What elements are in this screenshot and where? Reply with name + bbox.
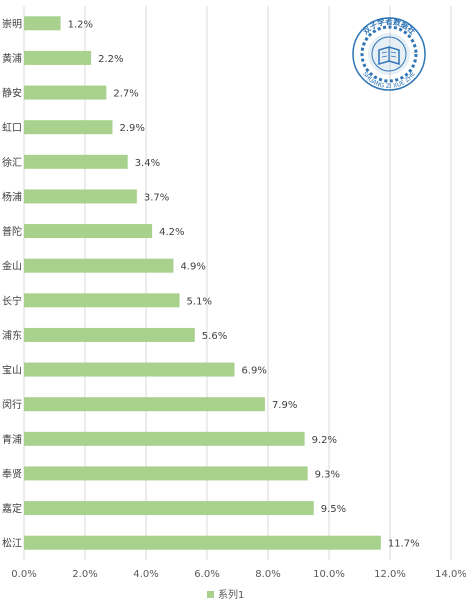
data-label: 5.1%: [187, 296, 212, 307]
data-label: 9.2%: [312, 435, 337, 446]
x-tick-label: 10.0%: [313, 569, 345, 580]
category-label: 杨浦: [2, 190, 22, 203]
legend-label: 系列1: [218, 588, 244, 601]
legend: 系列1: [207, 588, 244, 601]
legend-swatch: [207, 591, 214, 598]
data-label: 4.2%: [159, 227, 184, 238]
bar: [24, 16, 61, 31]
bar: [24, 501, 314, 516]
bar: [24, 50, 92, 65]
bar: [24, 431, 305, 446]
category-label: 闵行: [2, 398, 22, 411]
category-label: 奉贤: [2, 467, 22, 480]
bar: [24, 466, 308, 481]
bar: [24, 224, 153, 239]
bar: [24, 397, 265, 412]
data-label: 9.5%: [321, 504, 346, 515]
watermark-logo: 双子学者数据社 SHUANG ZI XUE ZHE: [352, 16, 426, 91]
data-label: 2.7%: [113, 89, 138, 100]
bar: [24, 327, 195, 342]
data-labels: 1.2% 2.2% 2.7% 2.9% 3.4% 3.7% 4.2% 4.9% 5.1% 5.6%…: [68, 19, 420, 549]
data-label: 3.4%: [135, 158, 160, 169]
category-label: 黄浦: [2, 52, 22, 65]
category-label: 青浦: [2, 433, 22, 446]
category-label: 静安: [2, 87, 22, 100]
bar: [24, 189, 137, 204]
bar: [24, 85, 107, 100]
x-tick-label: 14.0%: [435, 569, 466, 580]
x-tick-label: 6.0%: [194, 569, 219, 580]
x-tick-label: 2.0%: [72, 569, 97, 580]
category-label: 虹口: [2, 122, 22, 134]
bar: [24, 258, 174, 273]
bar: [24, 120, 113, 135]
category-label: 松江: [2, 537, 22, 550]
data-label: 9.3%: [315, 469, 340, 480]
data-label: 3.7%: [144, 192, 169, 203]
x-tick-label: 4.0%: [133, 569, 158, 580]
x-tick-label: 8.0%: [255, 569, 280, 580]
bar: [24, 362, 235, 377]
data-label: 2.2%: [98, 54, 123, 65]
x-axis-ticks: 0.0% 2.0% 4.0% 6.0% 8.0% 10.0% 12.0% 14.0%: [11, 569, 466, 580]
data-label: 5.6%: [202, 331, 227, 342]
data-label: 6.9%: [241, 366, 266, 377]
category-label: 长宁: [2, 294, 22, 307]
bar: [24, 154, 128, 169]
data-label: 4.9%: [180, 262, 205, 273]
category-label: 金山: [2, 260, 22, 273]
category-label: 浦东: [2, 329, 22, 342]
data-label: 1.2%: [68, 19, 93, 30]
category-label: 普陀: [2, 225, 22, 238]
bar: [24, 293, 180, 308]
category-label: 崇明: [2, 18, 22, 30]
bar: [24, 535, 381, 550]
data-label: 11.7%: [388, 539, 420, 550]
category-label: 徐汇: [2, 156, 22, 169]
data-label: 2.9%: [119, 123, 144, 134]
x-tick-label: 12.0%: [374, 569, 406, 580]
data-label: 7.9%: [272, 400, 297, 411]
category-label: 宝山: [2, 364, 22, 377]
x-tick-label: 0.0%: [11, 569, 36, 580]
category-label: 嘉定: [2, 502, 22, 515]
bars: [24, 16, 381, 550]
